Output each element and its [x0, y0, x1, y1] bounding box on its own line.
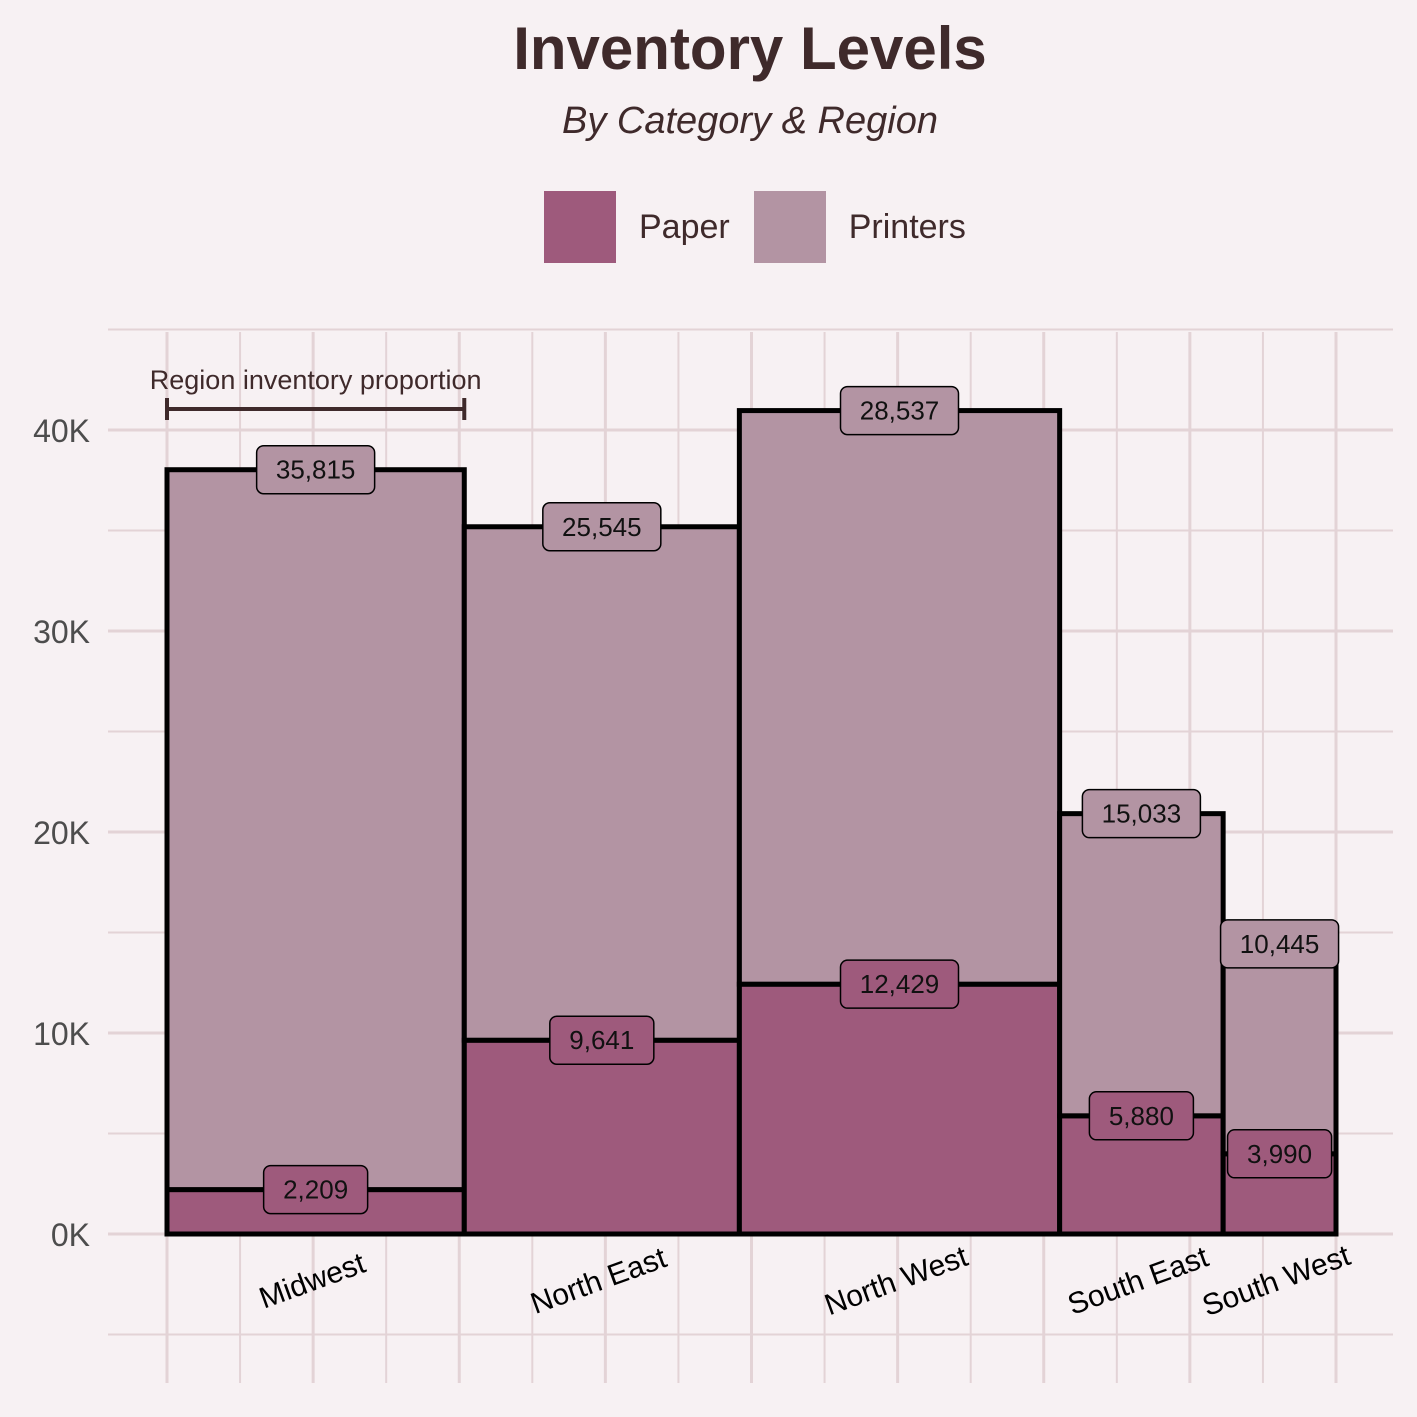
y-tick-label: 20K	[33, 815, 90, 851]
legend-item-paper: Paper	[544, 191, 730, 263]
data-label: 2,209	[283, 1175, 348, 1205]
data-label-box	[262, 1164, 369, 1215]
chart-title: Inventory Levels	[513, 15, 987, 82]
bar-printers	[164, 467, 467, 1193]
legend-label-paper: Paper	[639, 207, 730, 246]
data-label-box	[1088, 1091, 1195, 1141]
x-tick-label: North East	[526, 1241, 671, 1321]
bar-paper	[736, 981, 1063, 1237]
data-label-box	[1226, 1129, 1333, 1179]
data-label: 35,815	[276, 455, 356, 485]
legend-label-printers: Printers	[848, 207, 966, 246]
legend-swatch-paper	[544, 191, 616, 263]
bar-printers	[736, 408, 1063, 987]
data-label-box	[839, 959, 960, 1009]
y-tick-label: 10K	[33, 1016, 90, 1052]
chart-subtitle: By Category & Region	[562, 100, 938, 142]
data-label-box	[255, 444, 376, 495]
data-label: 5,880	[1109, 1101, 1174, 1131]
legend-item-printers: Printers	[753, 191, 966, 263]
data-label: 9,641	[569, 1025, 634, 1055]
y-tick-label: 0K	[51, 1217, 90, 1253]
data-label-box	[839, 385, 960, 436]
data-label-box	[542, 502, 662, 552]
bar-printers	[461, 524, 742, 1043]
data-label-box	[1081, 788, 1202, 839]
data-label: 25,545	[562, 512, 642, 542]
x-tick-label: South West	[1198, 1239, 1355, 1323]
data-label: 12,429	[860, 969, 940, 999]
data-label-box	[1219, 919, 1340, 969]
data-label: 3,990	[1247, 1139, 1312, 1169]
bar-printers	[1220, 941, 1339, 1157]
legend: Paper Printers	[544, 191, 990, 263]
y-tick-label: 30K	[33, 614, 90, 650]
legend-swatch-printers	[753, 191, 826, 263]
data-label: 10,445	[1240, 929, 1320, 959]
bar-printers	[1057, 811, 1226, 1119]
annotation-label: Region inventory proportion	[150, 365, 482, 395]
data-label-box	[549, 1015, 655, 1065]
data-label: 28,537	[860, 396, 940, 426]
y-tick-label: 40K	[33, 413, 90, 449]
bar-paper	[461, 1037, 742, 1237]
data-label: 15,033	[1102, 799, 1182, 829]
